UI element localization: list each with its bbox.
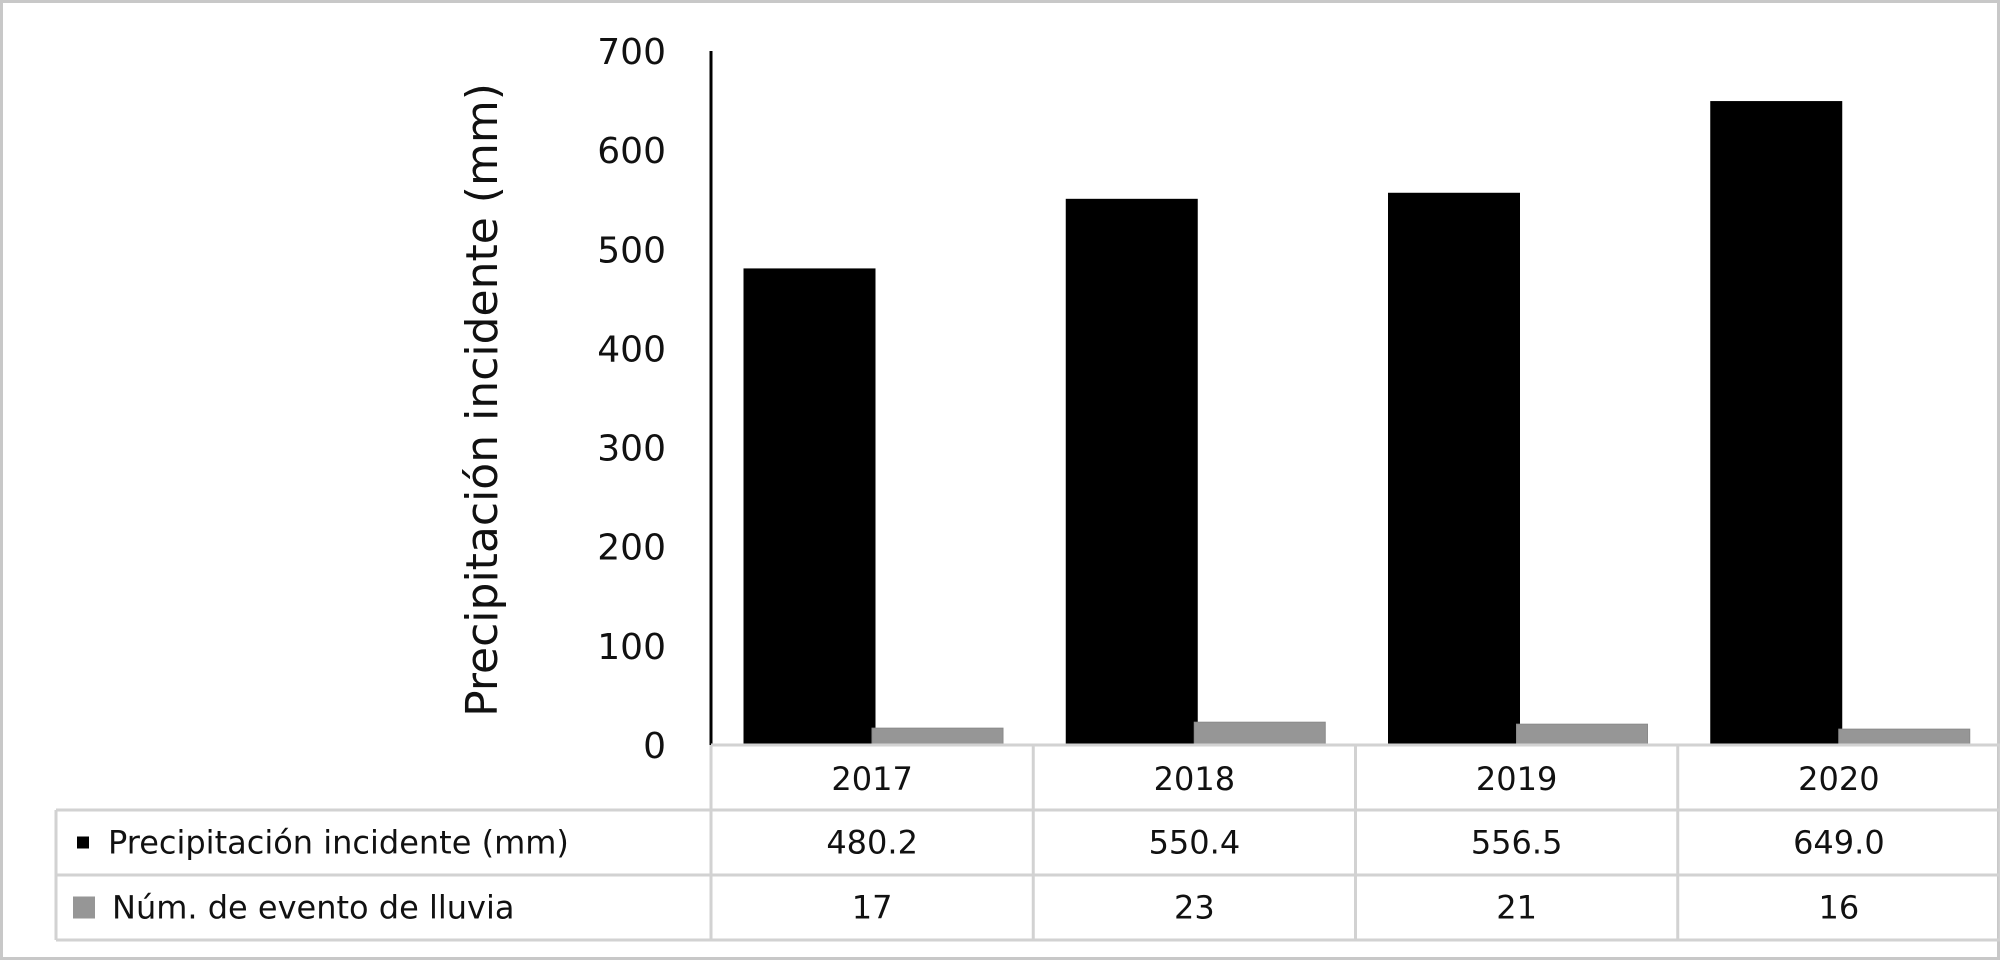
legend-marker-rain-events (73, 896, 95, 919)
data-label-precipitation-2020: 649.0 (1793, 824, 1885, 862)
y-tick-label: 500 (597, 230, 666, 271)
x-tick-label-2020: 2020 (1798, 760, 1879, 798)
x-tick-label-2018: 2018 (1154, 760, 1235, 798)
y-axis-title: Precipitación incidente (mm) (457, 83, 508, 717)
bars-layer (743, 101, 1971, 746)
bar-rain-events-2017 (871, 727, 1004, 746)
data-label-rain-events-2017: 17 (852, 889, 893, 927)
bar-rain-events-2019 (1516, 723, 1648, 746)
legend-marker-precipitation (77, 836, 89, 849)
bar-rain-events-2018 (1193, 721, 1326, 746)
y-axis: 0 100 200 300 400 500 600 700 (597, 32, 713, 767)
data-label-precipitation-2019: 556.5 (1471, 824, 1563, 862)
x-tick-label-2017: 2017 (831, 760, 912, 798)
data-label-precipitation-2017: 480.2 (826, 824, 918, 862)
y-tick-label: 200 (597, 528, 666, 569)
bar-precipitation-2019 (1388, 192, 1520, 746)
legend-entry-rain-events: Núm. de evento de lluvia (112, 889, 514, 927)
bar-rain-events-2020 (1838, 728, 1971, 746)
bar-precipitation-2020 (1710, 101, 1843, 746)
y-tick-label: 300 (597, 429, 666, 470)
y-tick-label: 0 (643, 726, 666, 767)
x-tick-label-2019: 2019 (1476, 760, 1557, 798)
bar-precipitation-2018 (1065, 198, 1198, 746)
data-label-rain-events-2020: 16 (1819, 889, 1860, 927)
data-label-rain-events-2018: 23 (1174, 889, 1215, 927)
y-tick-label: 600 (597, 131, 666, 172)
data-table: 2017 2018 2019 2020 Precipitación incidente … (54, 743, 2000, 942)
y-tick-label: 400 (597, 329, 666, 370)
bar-precipitation-2017 (743, 268, 876, 746)
y-tick-label: 100 (597, 627, 666, 668)
legend-entry-precipitation: Precipitación incidente (mm) (108, 824, 569, 862)
data-label-rain-events-2019: 21 (1496, 889, 1537, 927)
y-tick-label: 700 (597, 32, 666, 73)
data-label-precipitation-2018: 550.4 (1149, 824, 1241, 862)
